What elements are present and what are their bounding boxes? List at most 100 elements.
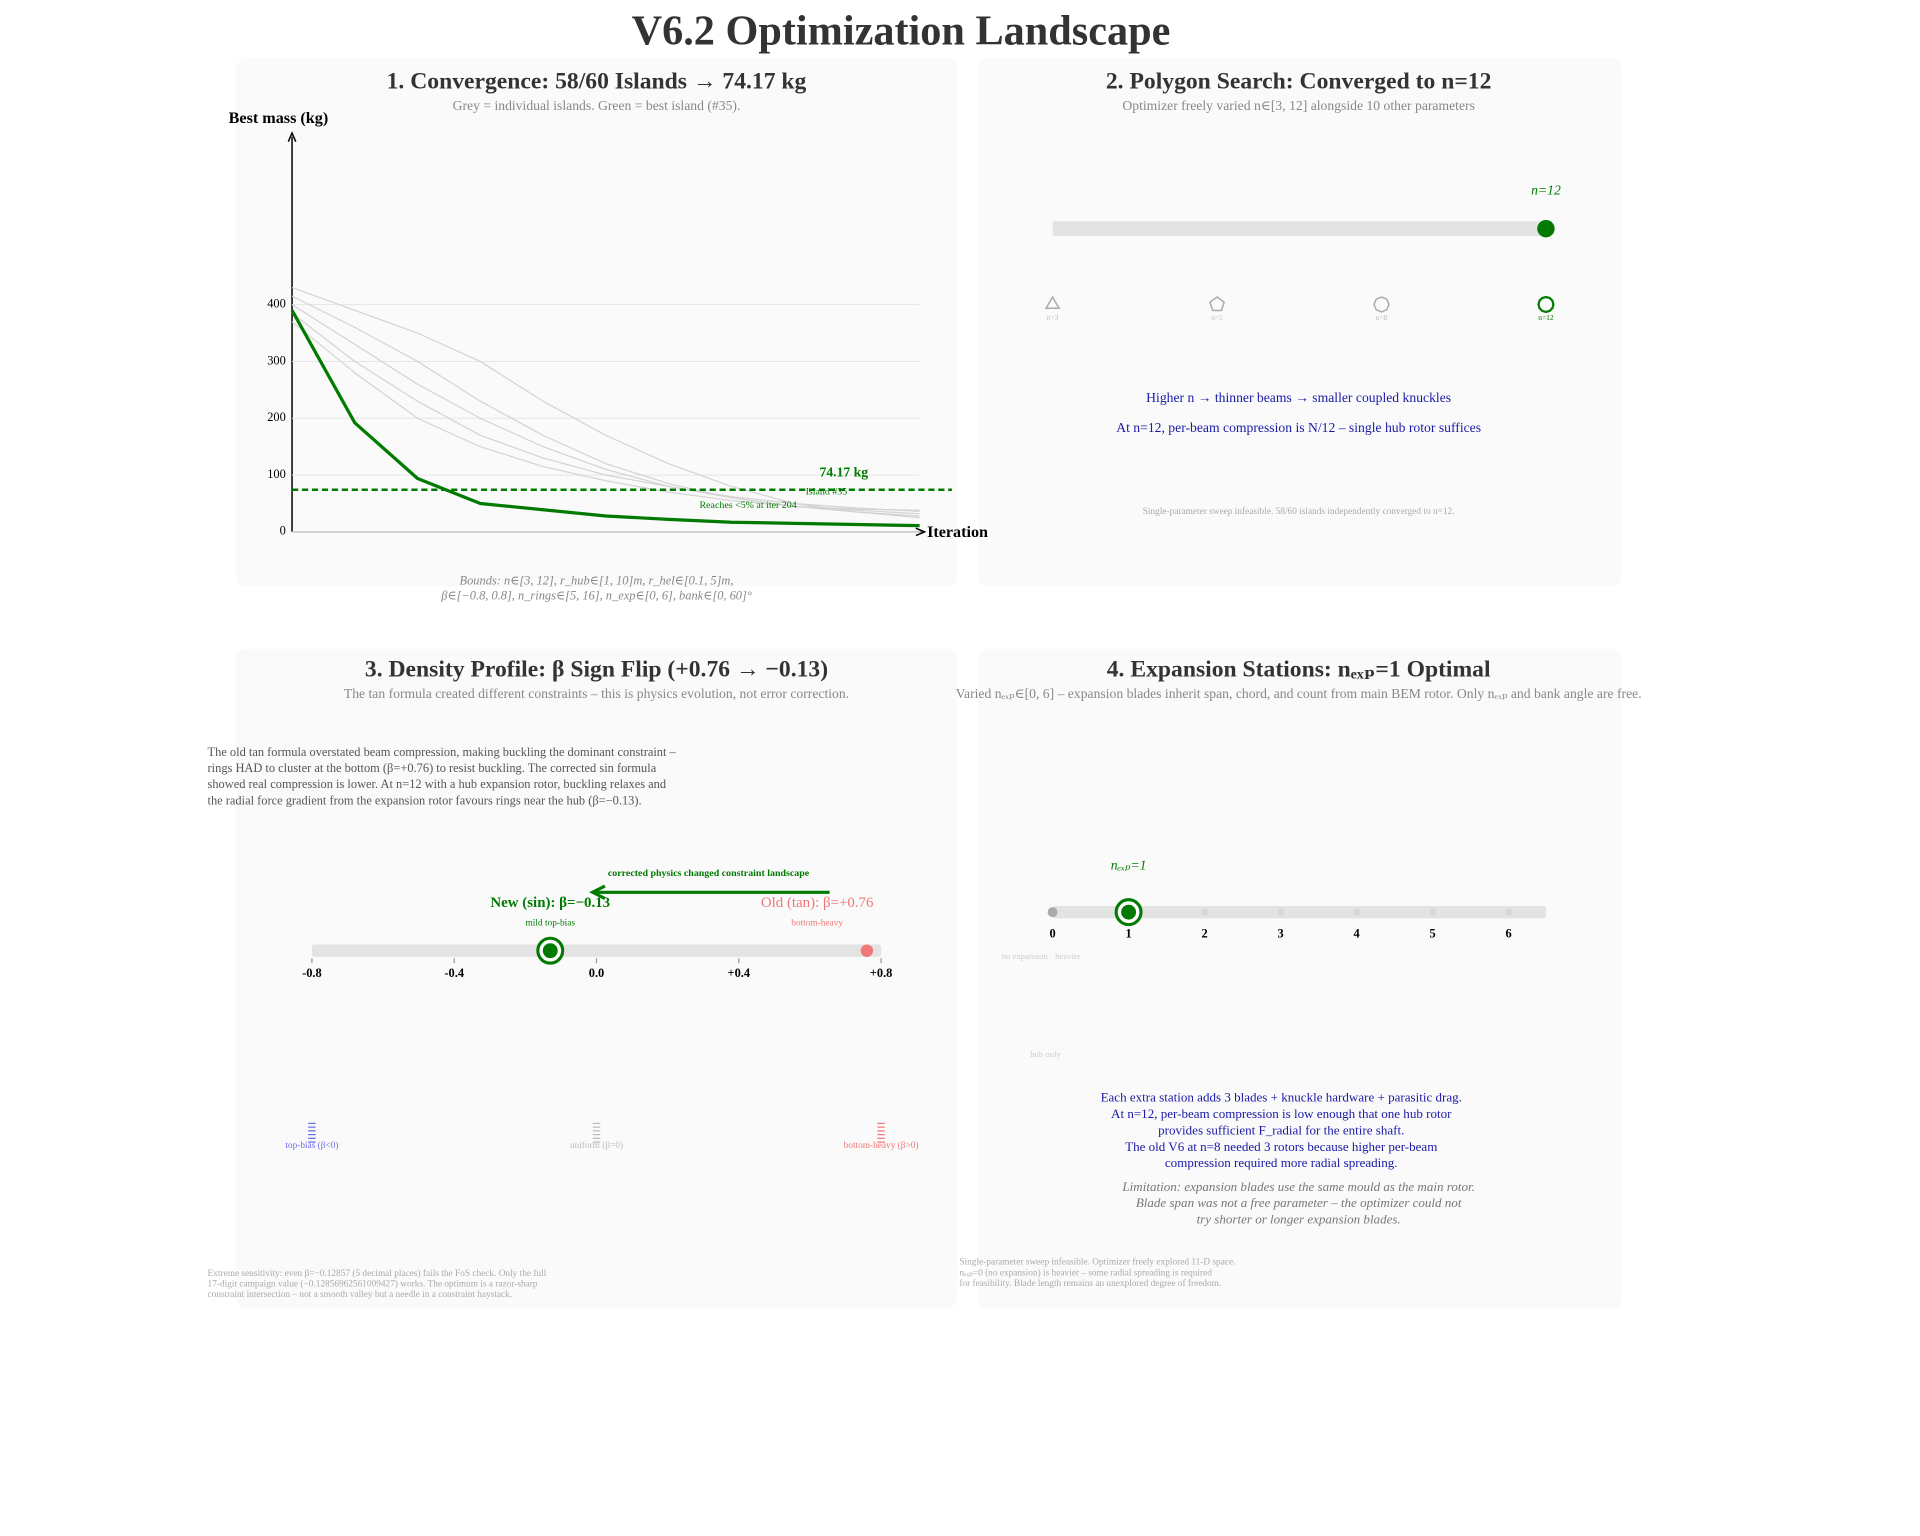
station-dot [1352,908,1361,916]
bounds-note: Bounds: n∈[3, 12], r_hub∈[1, 10]m, r_hel… [460,573,734,587]
panel-background [236,58,957,587]
y-axis-arrow [287,131,297,142]
panel-body: rings HAD to cluster at the bottom (β=+0… [208,761,657,775]
old-marker [860,944,874,957]
chart-title: 1. Convergence: 58/60 Islands → 74.17 kg [387,69,807,95]
optimum-marker [1121,904,1137,920]
tick-label: 4 [1354,926,1360,940]
tick-label: 3 [1278,926,1284,940]
panel-note: Each extra station adds 3 blades + knuck… [1101,1090,1462,1105]
tick-label: +0.4 [728,966,751,980]
tick-label: -0.4 [444,966,464,980]
island-line [291,287,920,519]
panel-footnote: Extreme sensitivity: even β=−0.12857 (5 … [208,1268,547,1279]
best-island-line [290,309,920,528]
panel-footnote: 17-digit campaign value (−0.128569625610… [208,1278,538,1289]
polygon-icon [1044,295,1061,309]
chart-subtitle: Grey = individual islands. Green = best … [453,98,741,114]
station-dot [1428,908,1437,916]
legend-label: top-bias (β<0) [285,1140,338,1151]
station-dot [1200,908,1209,916]
station-dot [1047,907,1058,918]
tick-label: -0.8 [302,966,322,980]
beta-track [311,944,882,957]
panel-note: Higher n → thinner beams → smaller coupl… [1146,390,1451,405]
new-note: mild top-bias [526,918,576,928]
station-track [1052,905,1546,919]
bounds-note: β∈[−0.8, 0.8], n_rings∈[5, 16], n_exp∈[0… [440,588,752,602]
station-dot [1504,908,1513,916]
tick-label: +0.8 [870,966,893,980]
station-label: heavier [1055,951,1081,961]
tick-label: 2 [1202,926,1208,940]
y-tick-label: 100 [267,467,286,481]
polygon-label: n=8 [1376,313,1388,322]
y-tick-label: 400 [267,296,286,310]
panel-title: 2. Polygon Search: Converged to n=12 [1106,69,1492,95]
panel-title: 3. Density Profile: β Sign Flip (+0.76 →… [365,656,828,682]
limitation-note: Limitation: expansion blades use the sam… [1121,1179,1474,1194]
polygon-icon [1209,296,1226,312]
x-axis-arrow [915,527,927,537]
tick-label: 1 [1125,926,1131,940]
panel-body: The old tan formula overstated beam comp… [208,745,677,759]
y-tick-label: 200 [267,410,286,424]
panel-body: showed real compression is lower. At n=1… [208,777,667,791]
y-tick-label: 0 [280,524,286,538]
annotation: Island #35 [806,487,848,498]
legend-label: bottom-heavy (β>0) [844,1140,919,1151]
panel-subtitle: The tan formula created different constr… [344,686,849,701]
optimum-label: nₑₓₚ=1 [1111,857,1147,872]
old-label: Old (tan): β=+0.76 [761,895,874,911]
polygon-icon [1537,295,1555,314]
panel-title: 4. Expansion Stations: nₑₓₚ=1 Optimal [1107,656,1491,682]
limitation-note: try shorter or longer expansion blades. [1197,1211,1401,1226]
panel-note: At n=12, per-beam compression is low eno… [1111,1106,1452,1121]
panel-subtitle: Varied nₑₓₚ∈[0, 6] – expansion blades in… [956,686,1642,701]
arrow-label: corrected physics changed constraint lan… [608,868,810,879]
island-line [291,312,920,513]
panel-footnote: for feasibility. Blade length remains an… [959,1278,1221,1289]
new-marker [542,943,558,959]
old-note: bottom-heavy [791,918,843,928]
panel-subtitle: Optimizer freely varied n∈[3, 12] alongs… [1122,98,1475,113]
optimum-marker [1537,219,1555,238]
station-label: no expansion [1002,951,1049,961]
polygon-label: n=12 [1538,313,1554,322]
new-label: New (sin): β=−0.13 [490,895,610,911]
panel-note: compression required more radial spreadi… [1165,1155,1398,1170]
polygon-label: n=5 [1211,313,1223,322]
figure-title: V6.2 Optimization Landscape [632,7,1171,54]
tick-label: 5 [1430,926,1436,940]
change-arrowhead [589,884,606,900]
panel-body: the radial force gradient from the expan… [208,793,642,807]
panel-note: At n=12, per-beam compression is N/12 – … [1116,420,1481,435]
polygon-icon [1373,296,1390,313]
y-axis-label: Best mass (kg) [229,110,329,127]
panel-background [236,648,957,1309]
legend-label: uniform (β=0) [570,1140,623,1151]
panel-footnote: Single-parameter sweep infeasible. Optim… [959,1257,1235,1268]
panel-note: provides sufficient F_radial for the ent… [1158,1122,1404,1137]
island-line [291,321,920,511]
tick-label: 0.0 [589,966,605,980]
range-track [1052,221,1546,237]
panel-note: The old V6 at n=8 needed 3 rotors becaus… [1125,1139,1437,1154]
tick-label: 6 [1506,926,1512,940]
panel-background [978,58,1622,587]
panel-footnote: constraint intersection – not a smooth v… [208,1290,513,1300]
tick-label: 0 [1049,926,1055,940]
reference-label: 74.17 kg [820,465,869,480]
annotation: Reaches <5% at iter 204 [700,500,797,511]
station-dot [1276,908,1285,916]
panel-background [978,648,1622,1309]
panel-footnote: Single-parameter sweep infeasible. 58/60… [1143,506,1455,517]
limitation-note: Blade span was not a free parameter – th… [1136,1195,1462,1210]
panel-footnote: nₑₓₚ=0 (no expansion) is heavier – some … [959,1267,1212,1278]
y-tick-label: 300 [267,353,286,367]
x-axis-label: Iteration [927,524,988,541]
polygon-label: n=3 [1047,313,1059,322]
station-label: hub only [1030,1049,1061,1059]
optimum-label: n=12 [1531,183,1561,198]
